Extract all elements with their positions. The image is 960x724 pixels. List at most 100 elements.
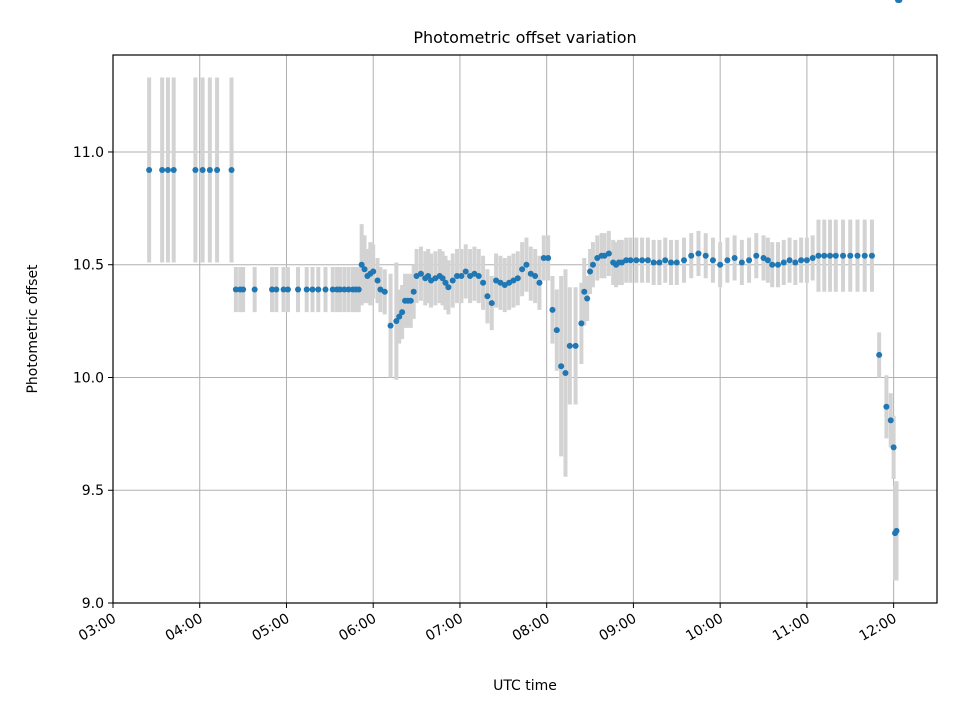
- data-point: [545, 254, 552, 261]
- data-point: [251, 286, 258, 293]
- data-point: [566, 342, 573, 349]
- data-point: [753, 252, 760, 259]
- data-point: [662, 257, 669, 264]
- x-tick-label: 08:00: [510, 611, 553, 645]
- data-point: [589, 261, 596, 268]
- y-tick-label: 9.0: [82, 596, 104, 612]
- data-point: [584, 295, 591, 302]
- x-tick-label: 10:00: [683, 611, 726, 645]
- data-point: [832, 252, 839, 259]
- data-point: [396, 313, 403, 320]
- data-point: [746, 257, 753, 264]
- data-point: [623, 257, 630, 264]
- data-point: [774, 261, 781, 268]
- data-point: [724, 257, 731, 264]
- data-point: [170, 167, 177, 174]
- data-point: [827, 252, 834, 259]
- y-tick-label: 10.0: [73, 370, 104, 386]
- data-point: [387, 322, 394, 329]
- y-tick-label: 9.5: [82, 483, 104, 499]
- data-point: [458, 273, 465, 280]
- data-point: [876, 351, 883, 358]
- grid-layer: [112, 55, 937, 604]
- data-point: [627, 257, 634, 264]
- data-point: [702, 252, 709, 259]
- data-point: [484, 293, 491, 300]
- data-point: [890, 444, 897, 451]
- data-point: [523, 261, 530, 268]
- data-point: [644, 257, 651, 264]
- x-tick-label: 03:00: [76, 611, 119, 645]
- data-point: [480, 279, 487, 286]
- data-point: [442, 279, 449, 286]
- x-tick-label: 06:00: [336, 611, 379, 645]
- data-point: [786, 257, 793, 264]
- x-tick-label: 11:00: [770, 611, 813, 645]
- data-point: [780, 259, 787, 266]
- data-point: [868, 252, 875, 259]
- data-point: [475, 273, 482, 280]
- data-point: [232, 286, 239, 293]
- data-point: [769, 261, 776, 268]
- data-point: [199, 167, 206, 174]
- data-point: [896, 0, 903, 3]
- data-point: [815, 252, 822, 259]
- data-point: [462, 268, 469, 275]
- data-point: [562, 369, 569, 376]
- data-point: [883, 403, 890, 410]
- x-tick-label: 07:00: [423, 611, 466, 645]
- data-point: [847, 252, 854, 259]
- data-point: [159, 167, 166, 174]
- data-point: [315, 286, 322, 293]
- y-tick-label: 11.0: [73, 145, 104, 161]
- data-point: [370, 268, 377, 275]
- data-point: [445, 284, 452, 291]
- data-point: [695, 250, 702, 257]
- data-point: [668, 259, 675, 266]
- data-point: [764, 257, 771, 264]
- data-point: [572, 342, 579, 349]
- data-point: [887, 417, 894, 424]
- y-ticks-layer: 9.0 9.5 10.0 10.5 11.0: [73, 145, 113, 612]
- x-axis-label: UTC time: [493, 678, 557, 694]
- data-point: [240, 286, 247, 293]
- x-tick-label: 12:00: [857, 611, 900, 645]
- data-point: [407, 297, 414, 304]
- x-tick-label: 05:00: [250, 611, 293, 645]
- data-point: [454, 273, 461, 280]
- data-point: [605, 250, 612, 257]
- data-point: [549, 306, 556, 313]
- data-point: [639, 257, 646, 264]
- data-point: [861, 252, 868, 259]
- data-point: [361, 266, 368, 273]
- data-point: [399, 309, 406, 316]
- data-point: [650, 259, 657, 266]
- data-point: [329, 286, 336, 293]
- data-point: [709, 257, 716, 264]
- data-point: [295, 286, 302, 293]
- data-point: [731, 254, 738, 261]
- data-point: [717, 261, 724, 268]
- data-point: [439, 275, 446, 282]
- data-point: [214, 167, 221, 174]
- data-point: [581, 288, 588, 295]
- data-point: [809, 254, 816, 261]
- data-point: [341, 286, 348, 293]
- data-point: [633, 257, 640, 264]
- data-point: [284, 286, 291, 293]
- data-point: [393, 318, 400, 325]
- data-point: [280, 286, 287, 293]
- plot-frame: [112, 54, 938, 604]
- data-point: [821, 252, 828, 259]
- data-point: [893, 527, 900, 534]
- x-tick-label: 09:00: [596, 611, 639, 645]
- x-tick-label: 04:00: [163, 611, 206, 645]
- data-point: [840, 252, 847, 259]
- data-point: [164, 167, 171, 174]
- data-point: [738, 259, 745, 266]
- data-point: [303, 286, 310, 293]
- data-point: [553, 327, 560, 334]
- data-point: [192, 167, 199, 174]
- data-point: [792, 259, 799, 266]
- data-point: [146, 167, 153, 174]
